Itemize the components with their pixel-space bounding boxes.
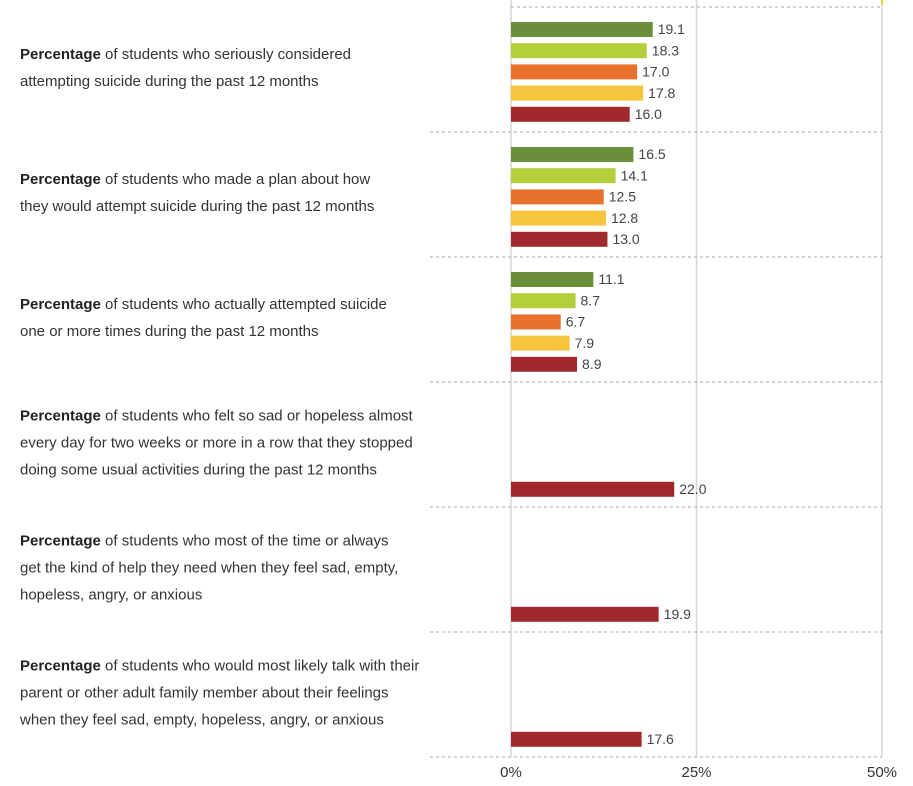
value-label: 11.1 bbox=[598, 271, 624, 287]
value-label: 19.1 bbox=[658, 21, 685, 37]
value-label: 19.9 bbox=[664, 606, 691, 622]
value-label: 17.0 bbox=[642, 64, 669, 80]
value-label: 12.5 bbox=[609, 189, 636, 205]
value-label: 17.8 bbox=[648, 85, 675, 101]
value-label: 6.7 bbox=[566, 314, 586, 330]
bar bbox=[511, 147, 634, 162]
category-label: Percentage of students who seriously con… bbox=[20, 45, 352, 90]
category-label: Percentage of students who felt so sad o… bbox=[20, 407, 413, 478]
value-label: 7.9 bbox=[575, 335, 595, 351]
bar bbox=[511, 272, 594, 287]
bar bbox=[511, 293, 576, 309]
bar bbox=[511, 64, 638, 80]
value-label: 8.9 bbox=[582, 356, 602, 372]
value-label: 18.3 bbox=[652, 42, 679, 58]
bar bbox=[511, 356, 578, 372]
bar bbox=[511, 481, 675, 497]
x-tick-label: 50% bbox=[867, 764, 897, 781]
bar bbox=[511, 335, 570, 351]
category-label: Percentage of students who would most li… bbox=[20, 657, 420, 728]
bar bbox=[511, 168, 616, 184]
category-label: Percentage of students who made a plan a… bbox=[20, 170, 375, 215]
bar bbox=[511, 22, 653, 37]
bar bbox=[511, 231, 608, 247]
value-label: 13.0 bbox=[612, 231, 639, 247]
bar bbox=[511, 606, 659, 622]
value-label: 14.1 bbox=[621, 167, 648, 183]
x-tick-label: 0% bbox=[500, 764, 522, 781]
value-label: 16.0 bbox=[635, 106, 662, 122]
bar bbox=[511, 210, 606, 226]
bar bbox=[511, 189, 604, 205]
category-label: Percentage of students who actually atte… bbox=[20, 295, 387, 340]
bar bbox=[511, 731, 642, 747]
value-label: 16.5 bbox=[638, 146, 665, 162]
bar bbox=[511, 106, 630, 122]
bar bbox=[511, 85, 644, 101]
value-label: 17.6 bbox=[647, 731, 674, 747]
bar bbox=[511, 314, 561, 330]
bar bbox=[511, 43, 647, 59]
corner-mark bbox=[881, 0, 883, 5]
x-tick-label: 25% bbox=[681, 764, 711, 781]
category-label: Percentage of students who most of the t… bbox=[20, 532, 399, 603]
value-label: 22.0 bbox=[679, 481, 706, 497]
value-label: 12.8 bbox=[611, 210, 638, 226]
value-label: 8.7 bbox=[581, 292, 601, 308]
